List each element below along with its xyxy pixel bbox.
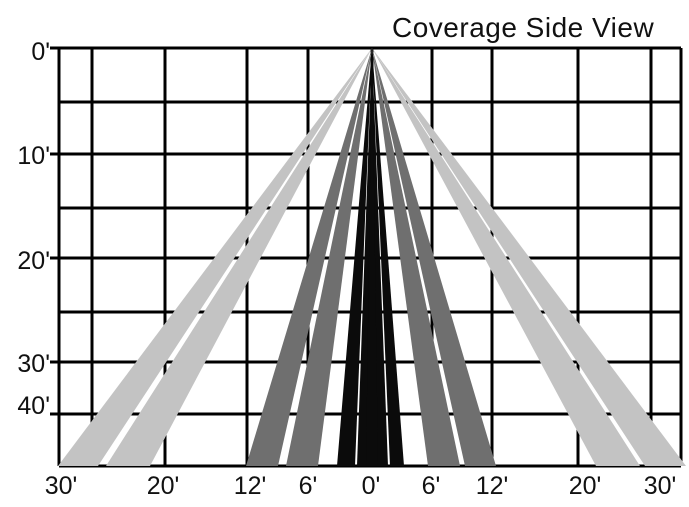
- y-label-0: 0': [31, 38, 50, 66]
- x-label-right-12: 12': [475, 472, 509, 500]
- middle-right-beam-2: [372, 48, 496, 466]
- x-label-left-12: 12': [233, 472, 267, 500]
- x-label-left-30: 30': [44, 472, 78, 500]
- inner-beam-1: [337, 48, 372, 466]
- y-label-10: 10': [17, 142, 50, 170]
- y-label-20: 20': [17, 247, 50, 275]
- inner-beam-4: [372, 48, 404, 466]
- middle-left-beam-1: [246, 48, 372, 466]
- middle-right-beam-1: [372, 48, 460, 466]
- x-label-right-6: 6': [421, 472, 441, 500]
- coverage-beams: [58, 48, 686, 466]
- outer-left-beam-2: [106, 48, 372, 466]
- x-label-right-30: 30': [643, 472, 677, 500]
- x-label-left-6: 6': [298, 472, 318, 500]
- outer-right-beam-1: [372, 48, 640, 466]
- inner-center-spine: [366, 48, 378, 466]
- y-label-30: 30': [17, 350, 50, 378]
- y-label-40: 40': [17, 392, 50, 420]
- x-label-center-0: 0': [361, 472, 381, 500]
- x-label-left-20: 20': [146, 472, 180, 500]
- outer-right-beam-2: [372, 48, 686, 466]
- diagram-title: Coverage Side View: [392, 12, 655, 43]
- outer-left-beam-1: [58, 48, 372, 466]
- x-label-right-20: 20': [568, 472, 602, 500]
- middle-left-beam-2: [286, 48, 372, 466]
